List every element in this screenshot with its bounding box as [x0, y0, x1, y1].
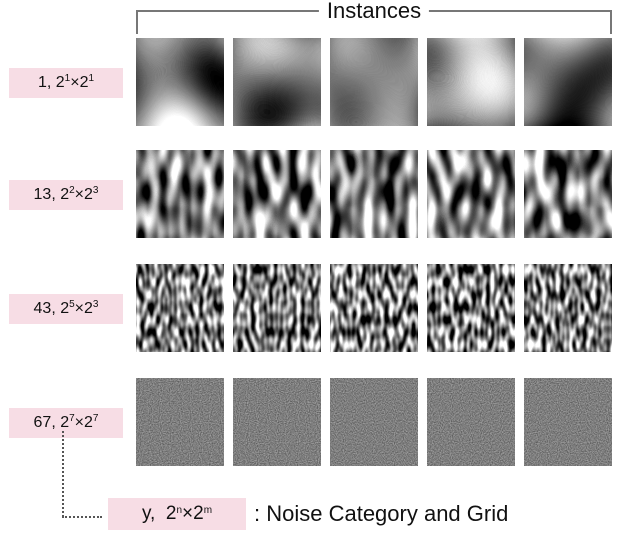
row-exponent-n: 5 — [69, 299, 75, 310]
noise-instance-tile — [524, 38, 612, 126]
row-category: 1 — [37, 74, 47, 91]
row-exponent-n: 2 — [69, 185, 75, 196]
noise-texture — [427, 264, 515, 352]
legend-connector-vertical — [62, 431, 64, 517]
noise-instance-tile — [330, 38, 418, 126]
noise-instance-tile — [524, 150, 612, 238]
legend-category: y — [141, 503, 151, 524]
noise-row-4: 67, 27×27 — [0, 378, 623, 466]
row-label: 67, 27×27 — [9, 408, 123, 438]
noise-texture — [136, 264, 224, 352]
noise-instance-tile — [136, 150, 224, 238]
instance-tiles — [136, 264, 612, 352]
noise-instance-tile — [427, 378, 515, 466]
noise-texture — [233, 38, 321, 126]
legend-label: y, 2n×2m — [108, 498, 246, 530]
row-label: 1, 21×21 — [9, 68, 123, 98]
instance-tiles — [136, 378, 612, 466]
row-exponent-m: 3 — [92, 299, 99, 310]
noise-instance-tile — [330, 150, 418, 238]
row-exponent-m: 1 — [88, 73, 95, 84]
row-category: 67 — [33, 414, 52, 431]
instances-header: Instances — [136, 0, 612, 36]
noise-texture — [330, 264, 418, 352]
row-exponent-n: 1 — [64, 73, 71, 84]
noise-texture — [524, 150, 612, 238]
row-exponent-m: 3 — [92, 185, 99, 196]
noise-row-3: 43, 25×23 — [0, 264, 623, 352]
legend-exponent-n: n — [176, 505, 183, 516]
noise-texture — [524, 38, 612, 126]
row-label: 13, 22×23 — [9, 180, 123, 210]
noise-texture — [330, 150, 418, 238]
noise-instance-tile — [233, 378, 321, 466]
noise-texture — [330, 378, 418, 466]
noise-texture — [233, 378, 321, 466]
row-exponent-m: 7 — [92, 413, 99, 424]
noise-instance-tile — [330, 264, 418, 352]
noise-row-1: 1, 21×21 — [0, 38, 623, 126]
noise-texture — [427, 150, 515, 238]
row-exponent-n: 7 — [69, 413, 75, 424]
noise-texture — [136, 378, 224, 466]
noise-instance-tile — [427, 150, 515, 238]
row-label: 43, 25×23 — [9, 294, 123, 324]
instances-title: Instances — [318, 0, 430, 24]
legend-connector-horizontal — [62, 516, 102, 518]
noise-texture — [524, 378, 612, 466]
noise-texture — [136, 150, 224, 238]
legend-exponent-m: m — [203, 505, 213, 516]
noise-instance-tile — [233, 150, 321, 238]
noise-texture — [330, 38, 418, 126]
noise-instance-tile — [330, 378, 418, 466]
noise-instance-tile — [524, 264, 612, 352]
noise-texture — [427, 378, 515, 466]
noise-texture — [233, 150, 321, 238]
noise-instance-tile — [136, 38, 224, 126]
instance-tiles — [136, 150, 612, 238]
legend-text: : Noise Category and Grid — [254, 501, 509, 526]
noise-row-2: 13, 22×23 — [0, 150, 623, 238]
row-category: 43 — [33, 300, 52, 317]
noise-texture — [136, 38, 224, 126]
row-category: 13 — [33, 186, 52, 203]
noise-instance-tile — [136, 264, 224, 352]
noise-texture — [524, 264, 612, 352]
noise-instance-tile — [233, 38, 321, 126]
noise-instance-tile — [136, 378, 224, 466]
instance-tiles — [136, 38, 612, 126]
noise-instance-tile — [427, 264, 515, 352]
noise-instance-tile — [524, 378, 612, 466]
noise-instance-tile — [233, 264, 321, 352]
noise-texture — [427, 38, 515, 126]
noise-texture — [233, 264, 321, 352]
noise-instance-tile — [427, 38, 515, 126]
